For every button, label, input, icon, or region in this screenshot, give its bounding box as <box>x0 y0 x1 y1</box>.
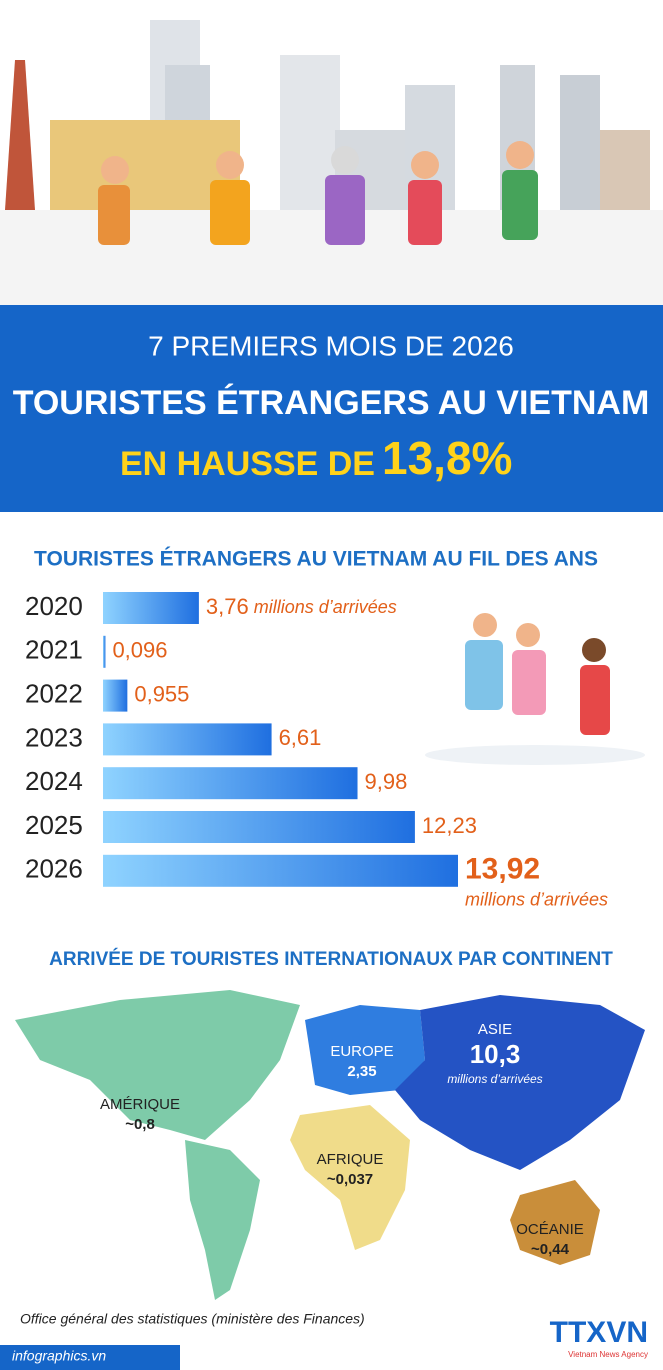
header-band <box>0 305 663 512</box>
value-label: 0,955 <box>134 681 189 706</box>
chart-title: TOURISTES ÉTRANGERS AU VIETNAM AU FIL DE… <box>34 548 598 571</box>
region-value: ~0,8 <box>125 1116 155 1133</box>
category-label: 2021 <box>25 635 83 665</box>
region-value: ~0,037 <box>327 1171 373 1188</box>
bar <box>103 679 128 712</box>
region-name: OCÉANIE <box>516 1221 584 1238</box>
bar <box>103 767 358 800</box>
header-highlight-prefix: EN HAUSSE DE <box>120 445 375 483</box>
category-label: 2026 <box>25 854 83 884</box>
header-title: TOURISTES ÉTRANGERS AU VIETNAM <box>13 384 650 422</box>
source: Office général des statistiques (ministè… <box>20 1311 365 1327</box>
region-unit: millions d’arrivées <box>447 1072 542 1086</box>
region-name: AMÉRIQUE <box>100 1096 180 1113</box>
value-label: 6,61 <box>279 725 322 750</box>
site: infographics.vn <box>12 1348 106 1364</box>
category-label: 2020 <box>25 591 83 621</box>
agency-logo: TTXVN <box>550 1316 648 1349</box>
category-label: 2025 <box>25 810 83 840</box>
bar <box>103 723 272 756</box>
region-name: EUROPE <box>330 1043 393 1060</box>
bar <box>103 854 458 887</box>
region-name: AFRIQUE <box>317 1151 384 1168</box>
travelers-illustration <box>425 613 645 765</box>
category-label: 2022 <box>25 678 83 708</box>
region-value: 2,35 <box>347 1063 376 1080</box>
unit-label: millions d’arrivées <box>465 890 608 910</box>
world-map <box>15 990 645 1300</box>
header-highlight-value: 13,8% <box>382 432 512 484</box>
bar <box>103 592 199 624</box>
region-value: ~0,44 <box>531 1241 570 1258</box>
value-label: 3,76 <box>206 594 249 619</box>
value-label: 9,98 <box>365 769 408 794</box>
unit-label: millions d’arrivées <box>254 597 397 617</box>
agency-sub: Vietnam News Agency <box>568 1350 648 1359</box>
value-label: 0,096 <box>112 638 167 663</box>
category-label: 2023 <box>25 722 83 752</box>
value-label: 12,23 <box>422 813 477 838</box>
region-value: 10,3 <box>470 1039 521 1069</box>
map-title: ARRIVÉE DE TOURISTES INTERNATIONAUX PAR … <box>49 948 613 970</box>
header-period: 7 PREMIERS MOIS DE 2026 <box>148 330 514 361</box>
category-label: 2024 <box>25 766 83 796</box>
illustration <box>0 20 663 305</box>
footer-band <box>0 1345 180 1370</box>
value-label: 13,92 <box>465 853 540 886</box>
region-name: ASIE <box>478 1021 512 1038</box>
bar <box>103 811 415 843</box>
bar <box>103 635 106 668</box>
